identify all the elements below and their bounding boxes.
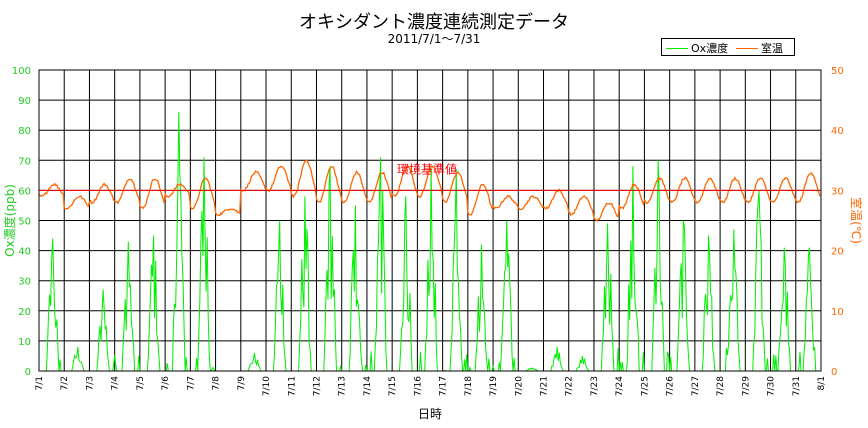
x-tick-label: 7/18 (464, 376, 474, 396)
x-tick-label: 7/22 (565, 376, 575, 396)
y-right-tick-label: 0 (831, 367, 837, 378)
x-tick-label: 7/9 (237, 376, 247, 391)
legend-label-ox: Ox濃度 (691, 42, 729, 55)
x-axis-title: 日時 (418, 407, 442, 421)
chart-title: オキシダント濃度連続測定データ (299, 12, 569, 33)
x-tick-label: 7/21 (540, 376, 550, 396)
x-tick-label: 7/19 (489, 376, 499, 396)
y-right-tick-label: 50 (831, 66, 844, 77)
plot-frame (38, 69, 822, 372)
x-tick-label: 7/30 (767, 376, 777, 396)
legend-swatch-ox (666, 47, 688, 49)
y-right-tick-label: 40 (831, 126, 844, 137)
x-tick-label: 7/6 (161, 376, 171, 391)
y-right-axis-title: 室温(℃) (849, 197, 864, 244)
x-tick-label: 7/23 (590, 376, 600, 396)
y-left-tick-label: 30 (18, 277, 31, 288)
x-tick-label: 7/29 (741, 376, 751, 396)
x-tick-label: 7/11 (287, 376, 297, 396)
y-left-tick-label: 70 (18, 156, 31, 167)
x-tick-label: 7/26 (666, 376, 676, 396)
x-tick-label: 7/16 (413, 376, 423, 396)
y-left-tick-label: 50 (18, 217, 31, 228)
y-right-tick-label: 30 (831, 186, 844, 197)
x-tick-label: 7/13 (338, 376, 348, 396)
y-left-tick-label: 40 (18, 247, 31, 258)
y-left-tick-label: 80 (18, 126, 31, 137)
y-left-tick-label: 100 (12, 66, 31, 77)
x-tick-label: 7/10 (262, 376, 272, 396)
legend-item-ox: Ox濃度 (666, 40, 728, 56)
x-tick-label: 7/2 (60, 376, 70, 390)
x-tick-label: 7/12 (312, 376, 322, 396)
x-tick-label: 7/5 (136, 376, 146, 390)
x-tick-label: 7/1 (35, 376, 45, 390)
x-tick-label: 7/8 (212, 376, 222, 391)
y-left-tick-label: 60 (18, 186, 31, 197)
chart-subtitle: 2011/7/1〜7/31 (387, 32, 481, 46)
x-tick-label: 7/27 (691, 376, 701, 396)
y-right-tick-label: 10 (831, 307, 844, 318)
y-left-tick-label: 90 (18, 96, 31, 107)
series-line-temperature (38, 159, 821, 223)
x-tick-label: 7/25 (640, 376, 650, 396)
legend-swatch-temp (736, 47, 758, 49)
reference-line-label: 環境基準値 (397, 161, 457, 176)
legend: Ox濃度 室温 (661, 38, 795, 56)
x-tick-label: 7/28 (716, 376, 726, 396)
y-left-tick-label: 10 (18, 337, 31, 348)
x-tick-label: 7/7 (186, 376, 196, 390)
x-tick-label: 7/4 (111, 376, 121, 391)
x-tick-label: 7/17 (439, 376, 449, 396)
legend-item-temp: 室温 (736, 40, 783, 56)
x-tick-label: 7/3 (85, 376, 95, 390)
x-tick-label: 7/31 (792, 376, 802, 396)
x-tick-label: 8/1 (817, 376, 827, 390)
y-left-tick-label: 0 (25, 367, 31, 378)
legend-label-temp: 室温 (761, 42, 783, 55)
x-tick-label: 7/15 (388, 376, 398, 396)
y-left-axis-title: Ox濃度(ppb) (2, 184, 17, 257)
x-tick-label: 7/24 (615, 376, 625, 396)
x-tick-label: 7/20 (514, 376, 524, 396)
y-left-tick-label: 20 (18, 307, 31, 318)
x-tick-label: 7/14 (363, 376, 373, 396)
y-right-tick-label: 20 (831, 247, 844, 258)
